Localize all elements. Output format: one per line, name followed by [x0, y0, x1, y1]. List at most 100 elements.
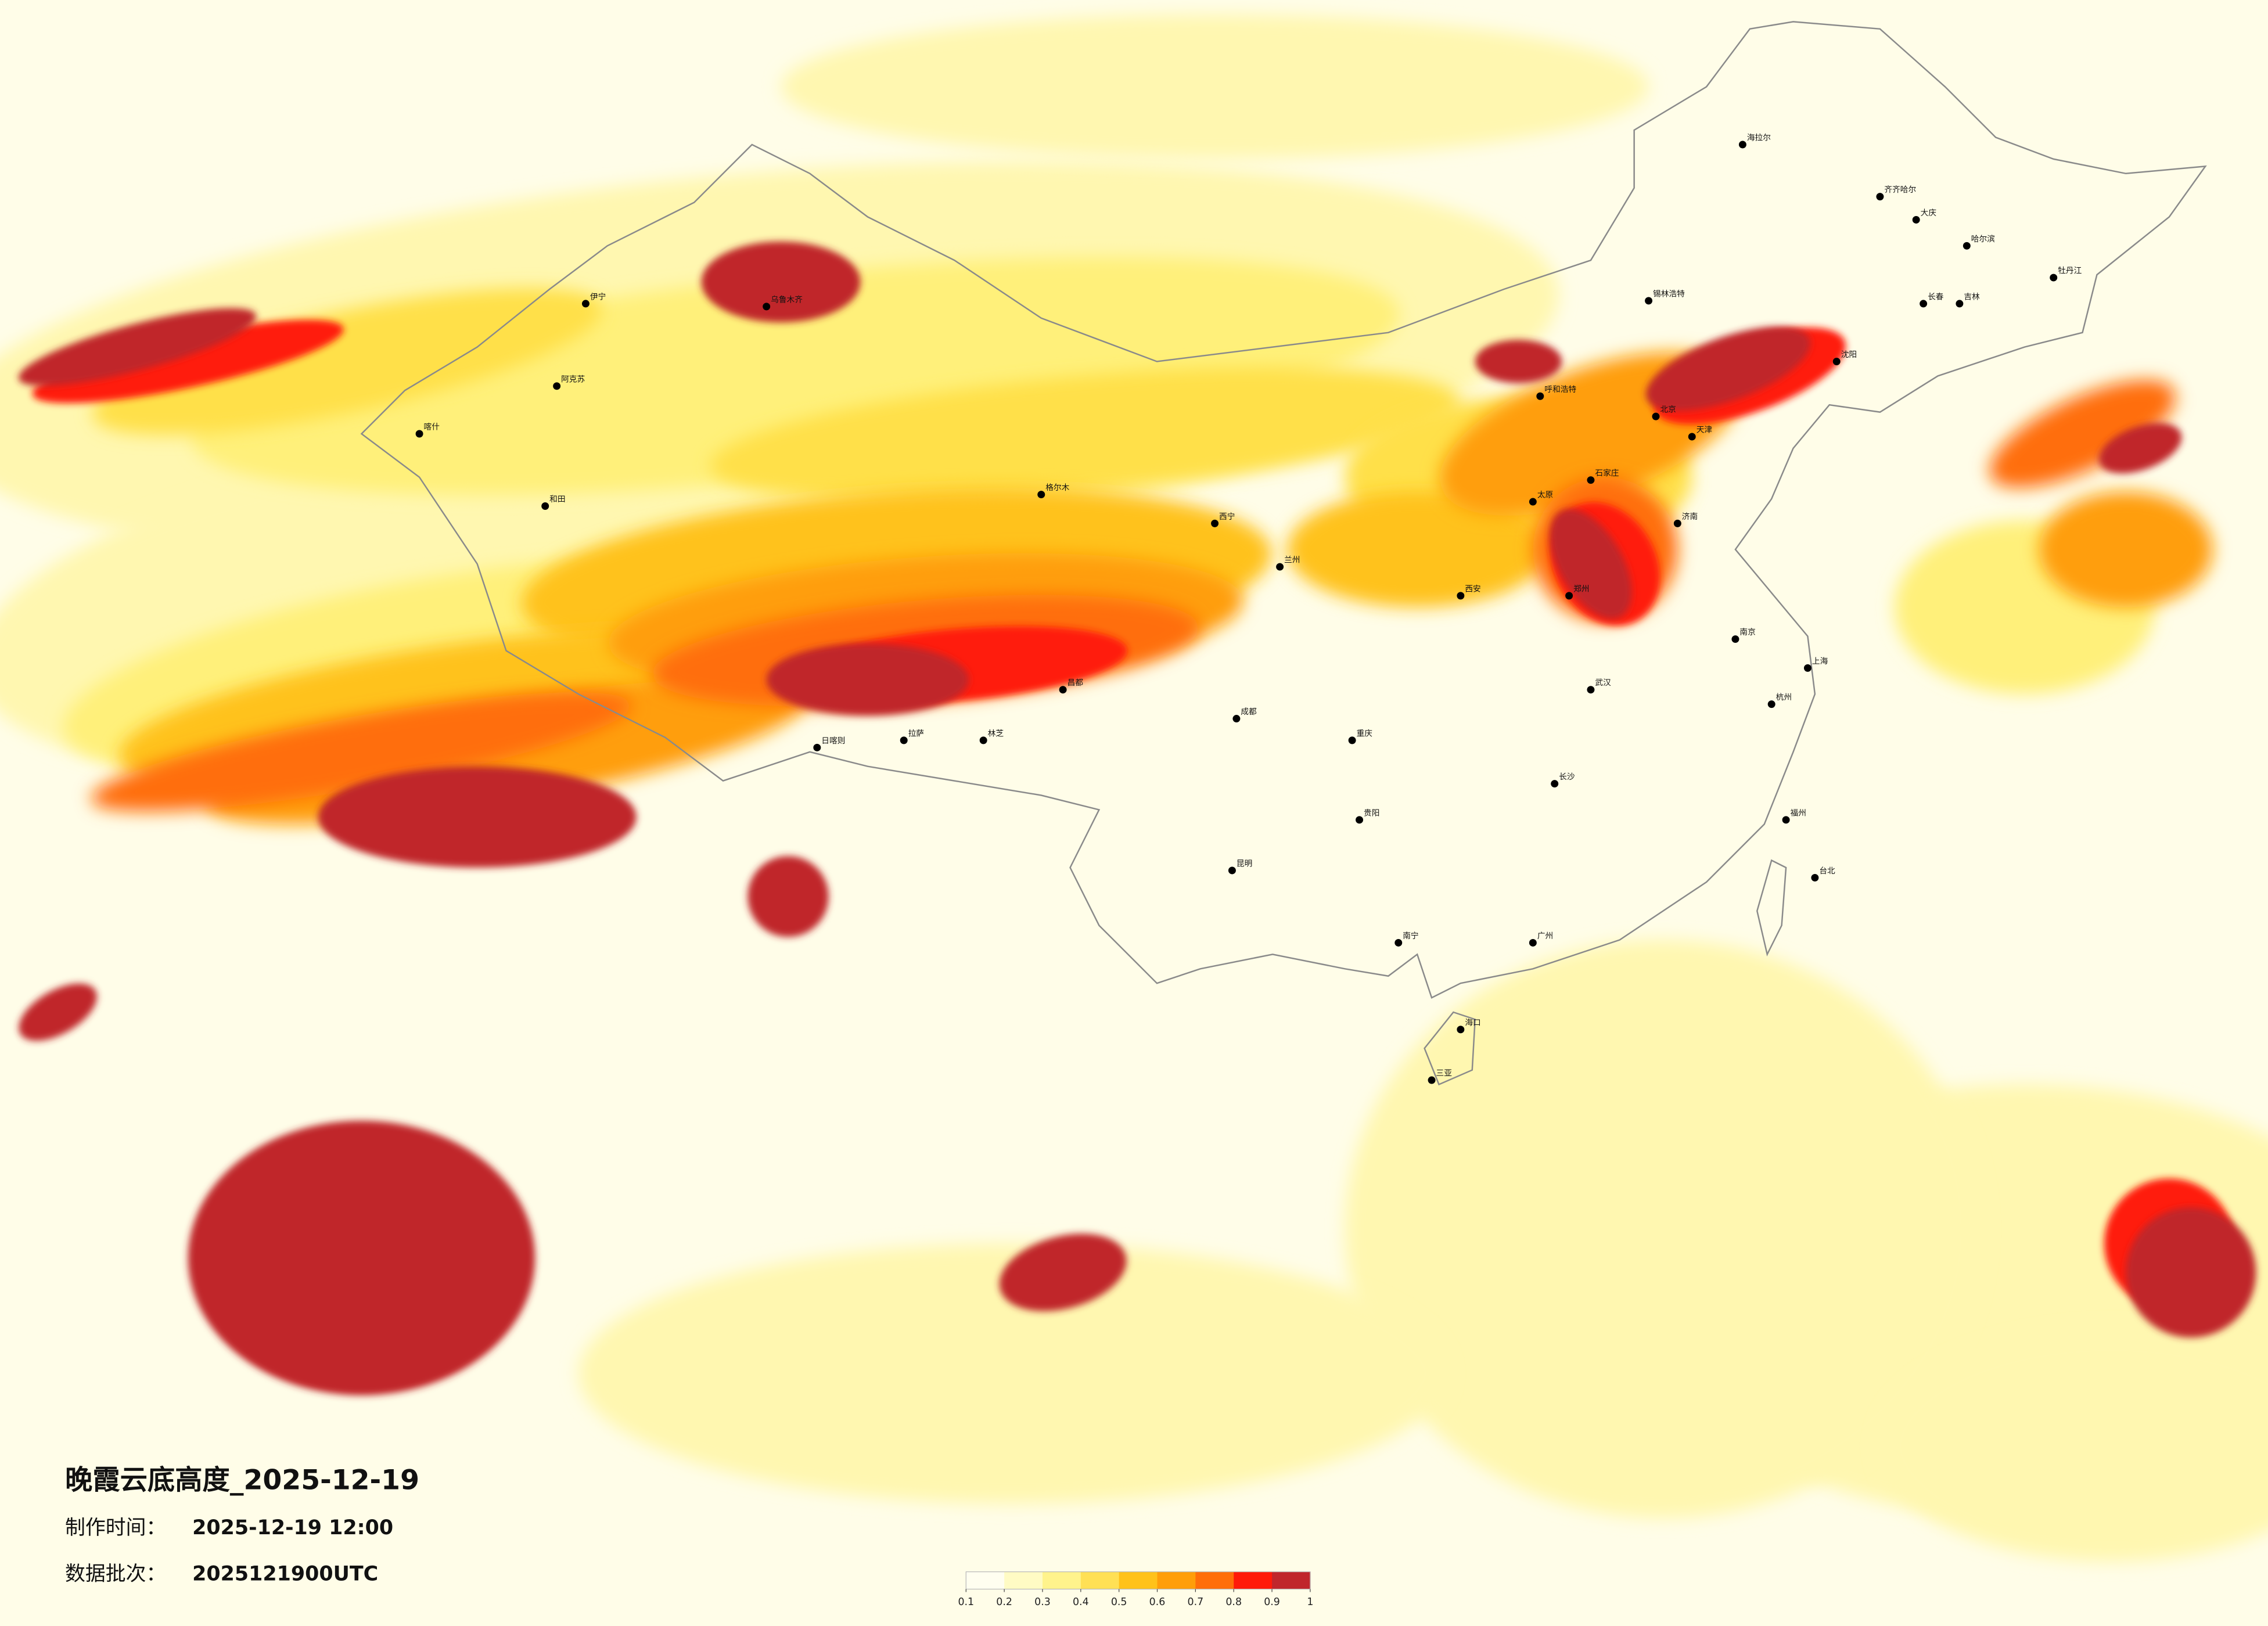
- city-dot: [1652, 412, 1660, 420]
- colorbar-cell: [1080, 1571, 1120, 1589]
- city-label: 三亚: [1436, 1069, 1453, 1078]
- city-label: 林芝: [988, 729, 1004, 738]
- city-dot: [1536, 392, 1544, 400]
- city-label: 海口: [1465, 1018, 1480, 1027]
- city-label: 长春: [1928, 292, 1944, 301]
- city-label: 南京: [1739, 628, 1755, 637]
- city-label: 西宁: [1219, 512, 1235, 521]
- city-label: 沈阳: [1841, 350, 1857, 359]
- city-label: 哈尔滨: [1971, 235, 1995, 244]
- cloud-patch: [1880, 1330, 2268, 1562]
- city-label: 贵阳: [1364, 808, 1379, 818]
- cloud-patch: [710, 367, 1460, 501]
- cloud-patch: [1287, 491, 1548, 607]
- cloud-patch: [1550, 509, 1632, 619]
- city-dot: [1782, 816, 1790, 824]
- city-dot: [813, 743, 821, 751]
- city-label: 武汉: [1595, 678, 1611, 688]
- city-label: 济南: [1682, 512, 1698, 521]
- city-dot: [1565, 592, 1573, 600]
- city-label: 郑州: [1573, 584, 1589, 593]
- cloud-patch: [578, 1243, 1446, 1504]
- batch-value: 2025121900UTC: [192, 1563, 378, 1586]
- city-dot: [1673, 519, 1681, 527]
- city-dot: [1394, 939, 1403, 947]
- city-label: 齐齐哈尔: [1884, 185, 1916, 195]
- cloud-patch: [2126, 1207, 2256, 1338]
- city-label: 上海: [1812, 657, 1828, 666]
- city-dot: [1767, 700, 1775, 708]
- city-label: 重庆: [1357, 729, 1373, 738]
- city-label: 福州: [1791, 808, 1806, 818]
- cloud-patch: [32, 319, 344, 404]
- colorbar-label: 0.9: [1264, 1596, 1280, 1608]
- city-dot: [1232, 715, 1241, 723]
- colorbar-cell: [1195, 1571, 1234, 1589]
- city-label: 广州: [1537, 931, 1553, 941]
- city-label: 阿克苏: [561, 375, 585, 384]
- city-label: 南宁: [1403, 931, 1418, 941]
- city-dot: [1428, 1076, 1436, 1084]
- colorbar-label: 0.6: [1149, 1596, 1166, 1608]
- colorbar-cell: [1272, 1571, 1311, 1589]
- city-label: 海拉尔: [1747, 134, 1771, 143]
- city-dot: [1529, 939, 1537, 947]
- country-border: [360, 21, 2207, 1086]
- city-dot: [415, 430, 423, 438]
- cloud-patch: [19, 983, 97, 1041]
- city-label: 兰州: [1284, 556, 1300, 565]
- city-dot: [979, 736, 987, 744]
- city-dot: [1551, 780, 1559, 788]
- colorbar-cell: [1119, 1571, 1158, 1589]
- cloud-patch: [1475, 340, 1562, 383]
- city-label: 昌都: [1067, 678, 1084, 688]
- city-dot: [1356, 816, 1364, 824]
- colorbar-label: 1: [1307, 1596, 1313, 1608]
- cloud-field: [0, 14, 2268, 1562]
- city-dot: [1587, 476, 1595, 484]
- cloud-patch: [1345, 940, 1982, 1519]
- city-dot: [1211, 519, 1219, 527]
- title: 晚霞云底高度_2025-12-19: [65, 1465, 419, 1497]
- city-dot: [1276, 563, 1284, 571]
- made-label: 制作时间：: [65, 1516, 166, 1539]
- city-label: 长沙: [1559, 772, 1575, 782]
- city-label: 锡林浩特: [1653, 289, 1685, 298]
- city-label: 成都: [1241, 707, 1257, 717]
- city-dot: [763, 303, 771, 311]
- city-dot: [1645, 297, 1653, 305]
- colorbar-label: 0.4: [1073, 1596, 1089, 1608]
- city-dot: [1228, 866, 1236, 875]
- city-dot: [1688, 433, 1696, 441]
- city-label: 西安: [1465, 584, 1480, 593]
- cloud-patch: [18, 308, 257, 386]
- city-dot: [900, 736, 908, 744]
- city-label: 日喀则: [821, 736, 845, 746]
- city-dot: [2050, 274, 2058, 282]
- city-label: 吉林: [1964, 292, 1980, 301]
- city-dot: [541, 502, 549, 510]
- city-label: 和田: [549, 495, 565, 504]
- colorbar-label: 0.3: [1034, 1596, 1051, 1608]
- city-label: 牡丹江: [2058, 267, 2082, 276]
- city-dot: [1803, 664, 1811, 672]
- cloud-patch: [191, 257, 1400, 495]
- city-dot: [1876, 193, 1884, 201]
- cloud-patch: [781, 14, 1649, 159]
- cloud-patch: [91, 692, 632, 812]
- city-dot: [1348, 736, 1356, 744]
- cloud-patch: [999, 1233, 1127, 1311]
- city-dot: [1832, 358, 1841, 365]
- city-dot: [581, 300, 590, 308]
- city-label: 台北: [1819, 866, 1835, 876]
- made-value: 2025-12-19 12:00: [192, 1516, 393, 1539]
- cloud-patch: [1645, 326, 1811, 411]
- colorbar-cell: [1234, 1571, 1273, 1589]
- colorbar-frame: [965, 1571, 1311, 1590]
- cloud-patch: [2098, 423, 2182, 474]
- city-dot: [1457, 1026, 1465, 1034]
- city-label: 北京: [1660, 405, 1676, 415]
